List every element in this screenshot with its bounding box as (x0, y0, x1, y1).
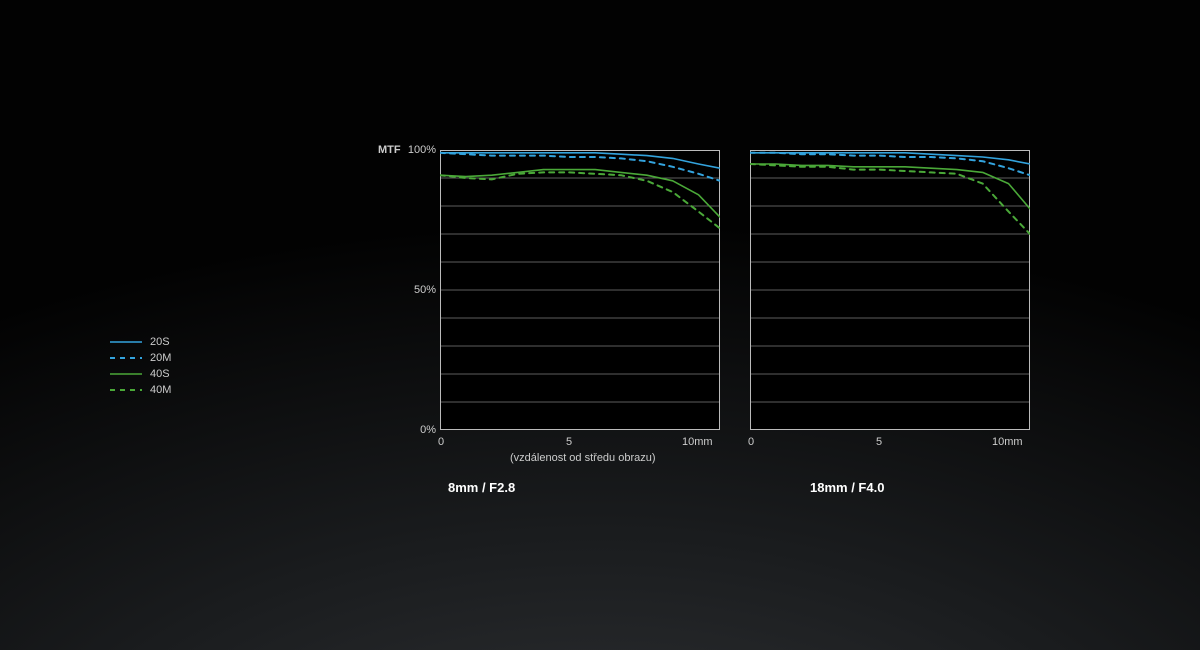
y-axis-title: MTF (378, 144, 401, 156)
legend-item-40s: 40S (110, 368, 171, 380)
chart-right (750, 150, 1030, 430)
xtick-right-0: 0 (748, 436, 754, 448)
legend-label-40s: 40S (150, 368, 170, 380)
legend-item-40m: 40M (110, 384, 171, 396)
legend-label-40m: 40M (150, 384, 171, 396)
legend-swatch-40m (110, 385, 142, 395)
legend-label-20m: 20M (150, 352, 171, 364)
legend: 20S 20M 40S 40M (110, 336, 171, 400)
xtick-right-10: 10mm (992, 436, 1023, 448)
xtick-left-5: 5 (566, 436, 572, 448)
legend-label-20s: 20S (150, 336, 170, 348)
legend-item-20s: 20S (110, 336, 171, 348)
chart-title-right: 18mm / F4.0 (810, 480, 884, 495)
xtick-right-5: 5 (876, 436, 882, 448)
legend-item-20m: 20M (110, 352, 171, 364)
legend-swatch-20m (110, 353, 142, 363)
ytick-left-50: 50% (414, 284, 436, 296)
chart-title-left: 8mm / F2.8 (448, 480, 515, 495)
legend-swatch-40s (110, 369, 142, 379)
x-subtitle: (vzdálenost od středu obrazu) (510, 452, 656, 464)
chart-left (440, 150, 720, 430)
xtick-left-0: 0 (438, 436, 444, 448)
legend-swatch-20s (110, 337, 142, 347)
xtick-left-10: 10mm (682, 436, 713, 448)
stage: 20S 20M 40S 40M MTF 100% 50% 0% 100% 50%… (0, 0, 1200, 650)
ytick-left-100: 100% (408, 144, 436, 156)
ytick-left-0: 0% (420, 424, 436, 436)
